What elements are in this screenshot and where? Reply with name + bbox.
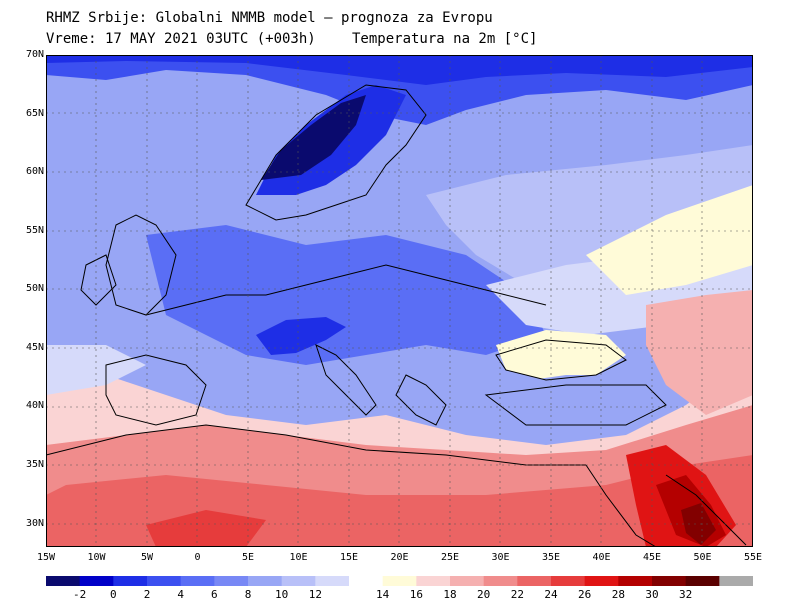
- graticule: [46, 55, 753, 547]
- temperature-zone-middle-east-peak: [681, 503, 716, 545]
- colorbar-label: 18: [443, 588, 457, 601]
- coast-ireland: [80, 254, 117, 306]
- map-title: RHMZ Srbije: Globalni NMMB model — progn…: [46, 10, 493, 26]
- colorbar-label: 12: [308, 588, 322, 601]
- longitude-label: 15W: [36, 552, 56, 563]
- colorbar-swatch: [382, 576, 417, 586]
- colorbar-label: 4: [177, 588, 184, 601]
- coast-north-africa: [46, 424, 586, 466]
- field-name: Temperatura na 2m [°C]: [352, 31, 538, 47]
- colorbar-label: 20: [477, 588, 491, 601]
- temperature-zone-scandinavia-core: [261, 95, 366, 180]
- longitude-label: 45E: [642, 552, 662, 563]
- colorbar-label: 30: [645, 588, 659, 601]
- longitude-label: 40E: [592, 552, 611, 563]
- temperature-zone-west-atlantic: [46, 345, 146, 395]
- longitude-label: 10W: [87, 552, 106, 563]
- colorbar-swatch: [281, 576, 316, 586]
- latitude-label: 35N: [25, 459, 44, 470]
- latitude-label: 30N: [25, 517, 44, 529]
- colorbar-swatch: [214, 576, 249, 586]
- colorbar-swatch: [551, 576, 586, 586]
- coastlines: [46, 84, 747, 547]
- latitude-label: 65N: [25, 107, 44, 119]
- temperature-zone-arctic-core: [46, 55, 753, 85]
- colorbar: [46, 576, 753, 586]
- longitude-label: 5W: [140, 552, 154, 563]
- coast-italy: [315, 344, 377, 416]
- temperature-zone-russia-mild: [586, 185, 753, 295]
- colorbar-label: 10: [275, 588, 289, 601]
- colorbar-label: 16: [409, 588, 423, 601]
- colorbar-label: 6: [211, 588, 218, 601]
- colorbar-label: 8: [244, 588, 252, 601]
- colorbar-swatch: [147, 576, 182, 586]
- temperature-zone-central-europe: [146, 225, 546, 365]
- latitude-label: 40N: [25, 400, 44, 412]
- colorbar-swatch: [483, 576, 518, 586]
- colorbar-label: 0: [110, 588, 117, 601]
- coast-iberia: [105, 354, 207, 426]
- colorbar-swatch: [584, 576, 619, 586]
- colorbar-swatch: [79, 576, 114, 586]
- longitude-label: 35E: [541, 552, 561, 563]
- colorbar-swatch: [618, 576, 653, 586]
- longitude-label: 50E: [693, 552, 712, 563]
- colorbar-swatch: [517, 576, 552, 586]
- colorbar-label: 2: [143, 588, 151, 601]
- coast-red-sea: [585, 464, 657, 547]
- colorbar-swatch: [416, 576, 451, 586]
- colorbar-label: 14: [376, 588, 390, 601]
- coast-anatolia: [484, 384, 667, 426]
- map-frame: [46, 55, 753, 547]
- latitude-label: 45N: [25, 341, 44, 353]
- colorbar-label: -2: [73, 588, 87, 601]
- longitude-label: 25E: [440, 552, 460, 563]
- temperature-zone-black-sea: [496, 330, 626, 380]
- colorbar-swatch: [450, 576, 485, 586]
- longitude-label: 10E: [289, 552, 308, 563]
- colorbar-swatch: [46, 576, 81, 586]
- temperature-map: [46, 55, 753, 547]
- temperature-zone-anatolia: [496, 375, 666, 425]
- longitude-label: 15E: [339, 552, 359, 563]
- colorbar-label: 22: [510, 588, 524, 601]
- longitude-label: 55E: [743, 552, 763, 563]
- latitude-label: 50N: [25, 283, 44, 295]
- longitude-label: 5E: [241, 552, 255, 563]
- colorbar-label: 32: [679, 588, 693, 601]
- temperature-zone-caucasus: [646, 290, 753, 415]
- colorbar-label: 26: [578, 588, 592, 601]
- longitude-label: 20E: [390, 552, 409, 563]
- temperature-zone-sahara-hot: [146, 510, 266, 547]
- colorbar-swatch: [248, 576, 283, 586]
- colorbar-label: 28: [611, 588, 625, 601]
- coast-persian-gulf: [665, 474, 747, 546]
- colorbar-swatch: [719, 576, 753, 586]
- coast-north-europe: [145, 264, 547, 316]
- longitude-label: 0: [194, 552, 201, 563]
- forecast-time: Vreme: 17 MAY 2021 03UTC (+003h): [46, 31, 316, 47]
- colorbar-swatch: [349, 576, 384, 586]
- coast-britain: [105, 214, 177, 316]
- colorbar-swatch: [315, 576, 350, 586]
- coast-black-sea: [495, 339, 627, 381]
- latitude-label: 55N: [25, 224, 44, 236]
- colorbar-swatch: [685, 576, 720, 586]
- colorbar-label: 24: [544, 588, 558, 601]
- colorbar-swatch: [652, 576, 687, 586]
- longitude-label: 30E: [491, 552, 510, 563]
- colorbar-swatch: [180, 576, 215, 586]
- colorbar-swatch: [113, 576, 148, 586]
- temperature-zone-alps: [256, 317, 346, 355]
- latitude-label: 60N: [25, 166, 44, 178]
- coast-scandinavia: [245, 84, 427, 221]
- latitude-label: 70N: [25, 49, 44, 60]
- coast-balkans: [395, 374, 447, 426]
